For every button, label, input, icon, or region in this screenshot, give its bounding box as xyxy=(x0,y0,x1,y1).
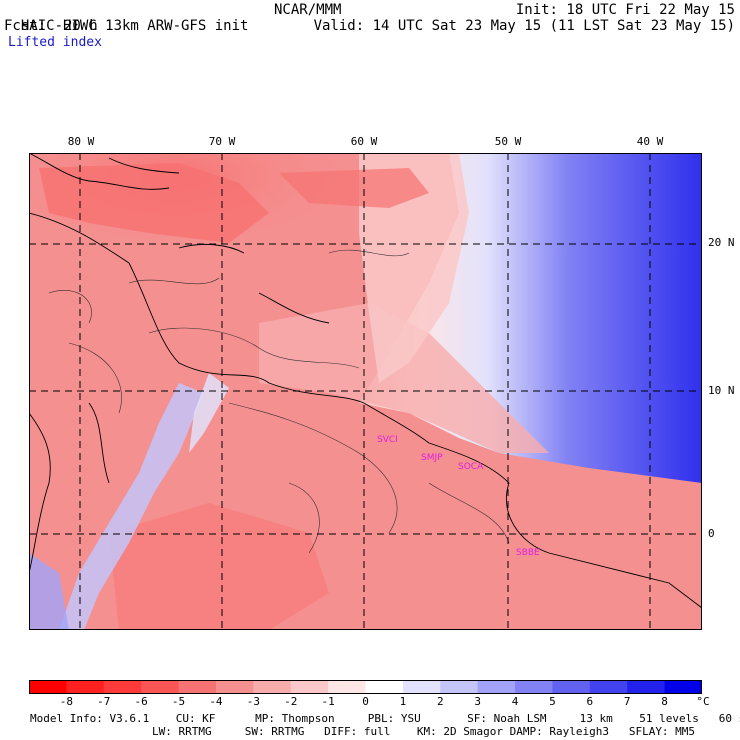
strong-warm-patch xyxy=(39,163,269,243)
south-warm xyxy=(109,503,329,630)
colorbar-swatch xyxy=(178,680,217,694)
lat-label-20n: 20 N xyxy=(708,236,735,249)
forecast-hour: 20 h xyxy=(64,18,98,34)
init-time: Init: 18 UTC Fri 22 May 15 xyxy=(515,2,735,18)
lat-label-0: 0 xyxy=(708,527,715,540)
colorbar-swatch xyxy=(215,680,254,694)
organization: NCAR/MMM xyxy=(274,2,342,18)
lifted-index-map: SVCI SMJP SOCA SBBE xyxy=(29,153,702,630)
colorbar-swatch xyxy=(328,680,366,694)
colorbar-tick-label: -4 xyxy=(209,695,223,708)
colorbar-tick-label: 2 xyxy=(436,695,444,708)
colorbar-tick-label: -5 xyxy=(171,695,186,708)
model-info-line1: Model Info: V3.6.1 CU: KF MP: Thompson P… xyxy=(30,712,740,725)
contours xyxy=(48,249,510,554)
colorbar-frame xyxy=(29,680,702,694)
colorbar-swatch xyxy=(664,680,702,694)
colorbar-swatch xyxy=(29,680,67,694)
model-title-text: HAIC-HIWC 13km ARW-GFS init xyxy=(20,18,249,34)
station-sbbe: SBBE xyxy=(516,548,540,558)
colorbar-swatch xyxy=(66,680,105,694)
colorbar-swatch xyxy=(589,680,628,694)
colorbar-swatch xyxy=(477,680,516,694)
andes-cool-band xyxy=(59,383,204,630)
colorbar-tick-label: 3 xyxy=(474,695,481,708)
colorbar-swatch xyxy=(253,680,292,694)
colorbar-swatch xyxy=(365,680,404,694)
colorbar-tick-label: 1 xyxy=(399,695,407,708)
map-frame xyxy=(29,153,702,630)
graticule xyxy=(29,153,702,630)
colorbar-tick-label: 5 xyxy=(549,695,556,708)
lon-label-60w: 60 W xyxy=(350,135,378,148)
model-title: HAIC-HIWC 13km ARW-GFS init xyxy=(4,2,249,34)
station-soca: SOCA xyxy=(458,462,484,472)
colorbar-swatch xyxy=(440,680,479,694)
colorbar-swatch xyxy=(141,680,180,694)
lon-label-40w: 40 W xyxy=(636,135,664,148)
valid-time: Valid: 14 UTC Sat 23 May 15 (11 LST Sat … xyxy=(313,18,735,34)
lat-label-10n: 10 N xyxy=(708,384,735,397)
colorbar-tick-label: -6 xyxy=(134,695,148,708)
station-smjp: SMJP xyxy=(421,453,443,463)
station-svci: SVCI xyxy=(377,435,398,445)
coastlines xyxy=(29,153,702,609)
colorbar-swatch xyxy=(552,680,591,694)
model-info-line2: LW: RRTMG SW: RRTMG DIFF: full KM: 2D Sm… xyxy=(152,725,696,738)
colorbar-swatch xyxy=(402,680,441,694)
field-name: Lifted index xyxy=(8,35,102,50)
colorbar-tick-label: -8 xyxy=(59,695,73,708)
colorbar-swatch xyxy=(290,680,329,694)
colorbar-swatch xyxy=(627,680,666,694)
light-region xyxy=(259,303,549,453)
colorbar-tick-label: -1 xyxy=(321,695,335,708)
colorbar-swatch xyxy=(103,680,142,694)
colorbar-tick-label: 7 xyxy=(623,695,631,708)
colorbar-tick-label: 4 xyxy=(511,695,519,708)
andes-cool-band-3 xyxy=(189,373,229,453)
colorbar-tick-label: 6 xyxy=(586,695,594,708)
lon-label-80w: 80 W xyxy=(67,135,95,148)
strong-warm-patch-2 xyxy=(279,168,429,208)
andes-cool-band-2 xyxy=(29,553,69,630)
colorbar-tick-label: 8 xyxy=(661,695,668,708)
lon-label-50w: 50 W xyxy=(494,135,522,148)
forecast-label: Fcst: xyxy=(4,18,47,34)
colorbar-unit: °C xyxy=(696,695,710,708)
colorbar-tick-label: -7 xyxy=(97,695,111,708)
colorbar-tick-label: -2 xyxy=(284,695,298,708)
colorbar-swatch xyxy=(515,680,553,694)
colorbar-tick-label: 0 xyxy=(362,695,369,708)
colorbar-tick-label: -3 xyxy=(246,695,260,708)
colorbar xyxy=(29,680,702,694)
lon-label-70w: 70 W xyxy=(208,135,236,148)
